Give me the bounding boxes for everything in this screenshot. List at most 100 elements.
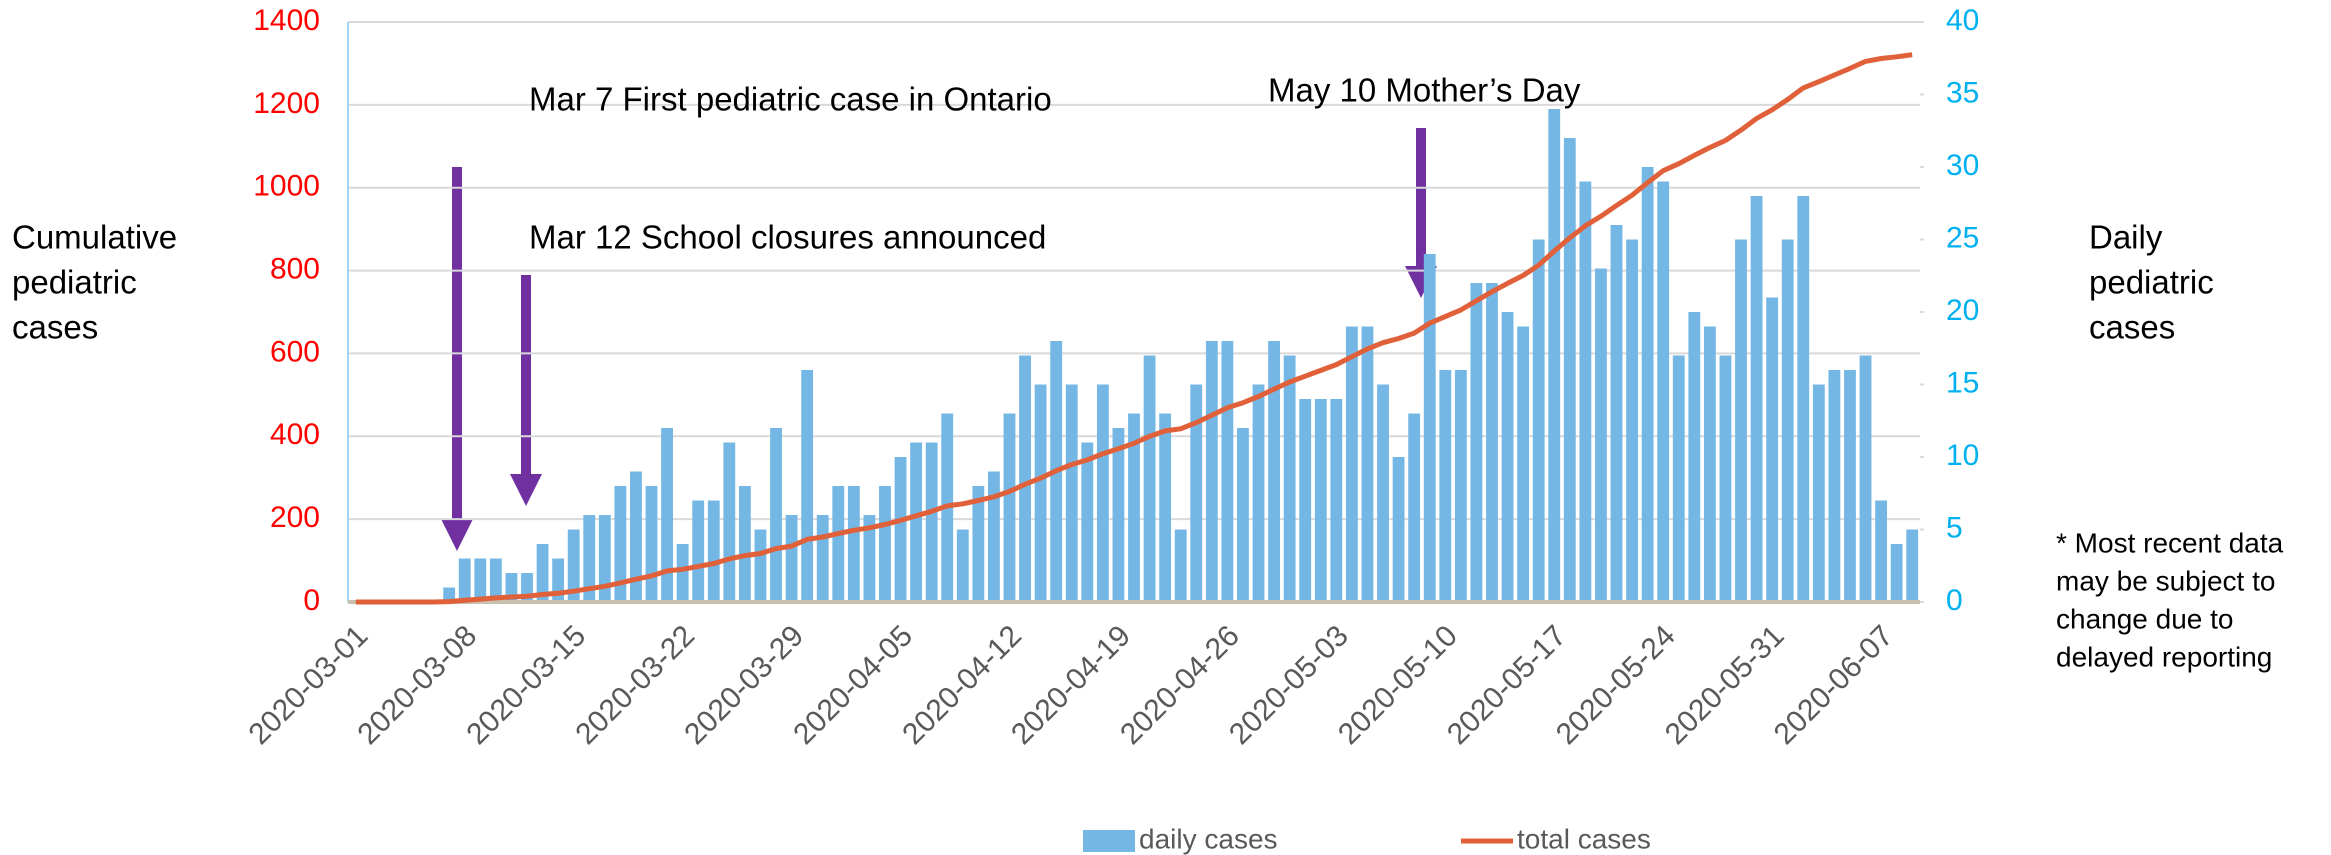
bar bbox=[489, 558, 502, 602]
bar bbox=[972, 486, 985, 602]
bar bbox=[552, 558, 565, 602]
bar bbox=[1392, 457, 1405, 602]
bar bbox=[1486, 283, 1498, 602]
y2-tick-label: 0 bbox=[1946, 584, 1963, 617]
y-tick-label: 400 bbox=[270, 418, 320, 451]
y2-tick-label: 25 bbox=[1946, 221, 1979, 254]
y2-axis-label: Daily bbox=[2089, 219, 2163, 256]
bar bbox=[1345, 326, 1358, 602]
bar bbox=[1237, 428, 1249, 602]
bar bbox=[1766, 297, 1779, 602]
bar bbox=[598, 515, 611, 602]
bar bbox=[1408, 413, 1421, 602]
bar bbox=[1906, 529, 1919, 602]
bar bbox=[1112, 428, 1125, 602]
y-axis-label: Cumulative bbox=[12, 219, 177, 256]
bar bbox=[1828, 370, 1841, 602]
bar bbox=[505, 573, 518, 602]
x-tick-label: 2020-06-07 bbox=[1768, 619, 1900, 751]
bar bbox=[1735, 239, 1747, 602]
y2-tick-label: 10 bbox=[1946, 439, 1979, 472]
bar bbox=[1626, 239, 1638, 602]
bar bbox=[816, 515, 829, 602]
bar bbox=[1159, 413, 1172, 602]
bar bbox=[1641, 167, 1654, 602]
bar bbox=[1781, 239, 1794, 602]
bar bbox=[1128, 413, 1140, 602]
bar bbox=[443, 587, 456, 602]
bar bbox=[1454, 370, 1467, 602]
bar bbox=[1252, 384, 1265, 602]
bar bbox=[583, 515, 596, 602]
bar bbox=[1205, 341, 1218, 602]
y-tick-label: 0 bbox=[303, 584, 320, 617]
bar bbox=[1081, 442, 1094, 602]
bar bbox=[1563, 138, 1576, 602]
bar bbox=[536, 544, 549, 602]
bar bbox=[1890, 544, 1903, 602]
bar bbox=[879, 486, 891, 602]
bar bbox=[707, 500, 720, 602]
bar bbox=[676, 544, 689, 602]
bar bbox=[1719, 355, 1732, 602]
bar bbox=[1268, 341, 1280, 602]
y2-tick-label: 20 bbox=[1946, 294, 1979, 327]
bar bbox=[1672, 355, 1685, 602]
bar bbox=[1143, 355, 1156, 602]
bar bbox=[567, 529, 580, 602]
legend-swatch bbox=[1083, 830, 1135, 852]
bar bbox=[661, 428, 673, 602]
bar bbox=[988, 471, 1000, 602]
footnote: change due to bbox=[2056, 603, 2234, 634]
legend-label: total cases bbox=[1517, 823, 1651, 854]
bar bbox=[801, 370, 814, 602]
bar bbox=[1034, 384, 1047, 602]
bar bbox=[1875, 500, 1888, 602]
bar bbox=[521, 573, 533, 602]
bar bbox=[1532, 239, 1545, 602]
bar bbox=[1610, 225, 1623, 602]
annotation: May 10 Mother’s Day bbox=[1268, 72, 1581, 109]
bar bbox=[1174, 529, 1187, 602]
bar bbox=[1439, 370, 1452, 602]
footnote: * Most recent data bbox=[2056, 527, 2284, 558]
line bbox=[355, 52, 1913, 605]
bar bbox=[458, 558, 471, 602]
footnote: may be subject to bbox=[2056, 565, 2275, 596]
bar bbox=[1595, 268, 1607, 602]
bar bbox=[1501, 312, 1514, 602]
bar bbox=[1859, 355, 1872, 602]
bar bbox=[1299, 399, 1312, 602]
bar bbox=[754, 529, 767, 602]
legend-label: daily cases bbox=[1139, 823, 1278, 854]
bar bbox=[1579, 181, 1592, 602]
bar bbox=[1812, 384, 1825, 602]
y-tick-label: 800 bbox=[270, 252, 320, 285]
bar bbox=[692, 500, 705, 602]
bar bbox=[1688, 312, 1701, 602]
bar bbox=[956, 529, 969, 602]
bar bbox=[1096, 384, 1109, 602]
bar bbox=[1423, 254, 1436, 602]
y-tick-label: 600 bbox=[270, 335, 320, 368]
bar bbox=[1797, 196, 1810, 602]
bar bbox=[1548, 109, 1561, 602]
y-axis-label: cases bbox=[12, 309, 98, 346]
y2-tick-label: 40 bbox=[1946, 4, 1979, 37]
bar bbox=[1003, 413, 1016, 602]
bar bbox=[910, 442, 923, 602]
bar bbox=[1750, 196, 1763, 602]
bar bbox=[894, 457, 907, 602]
annotation: Mar 12 School closures announced bbox=[529, 219, 1046, 256]
bar bbox=[1221, 341, 1234, 602]
bar bbox=[1517, 326, 1530, 602]
bar bbox=[1065, 384, 1078, 602]
y2-axis-label: cases bbox=[2089, 309, 2175, 346]
bar bbox=[614, 486, 627, 602]
y-axis-label: pediatric bbox=[12, 264, 137, 301]
bar bbox=[1377, 384, 1389, 602]
bar bbox=[1470, 283, 1483, 602]
bar bbox=[474, 558, 487, 602]
bar bbox=[738, 486, 751, 602]
